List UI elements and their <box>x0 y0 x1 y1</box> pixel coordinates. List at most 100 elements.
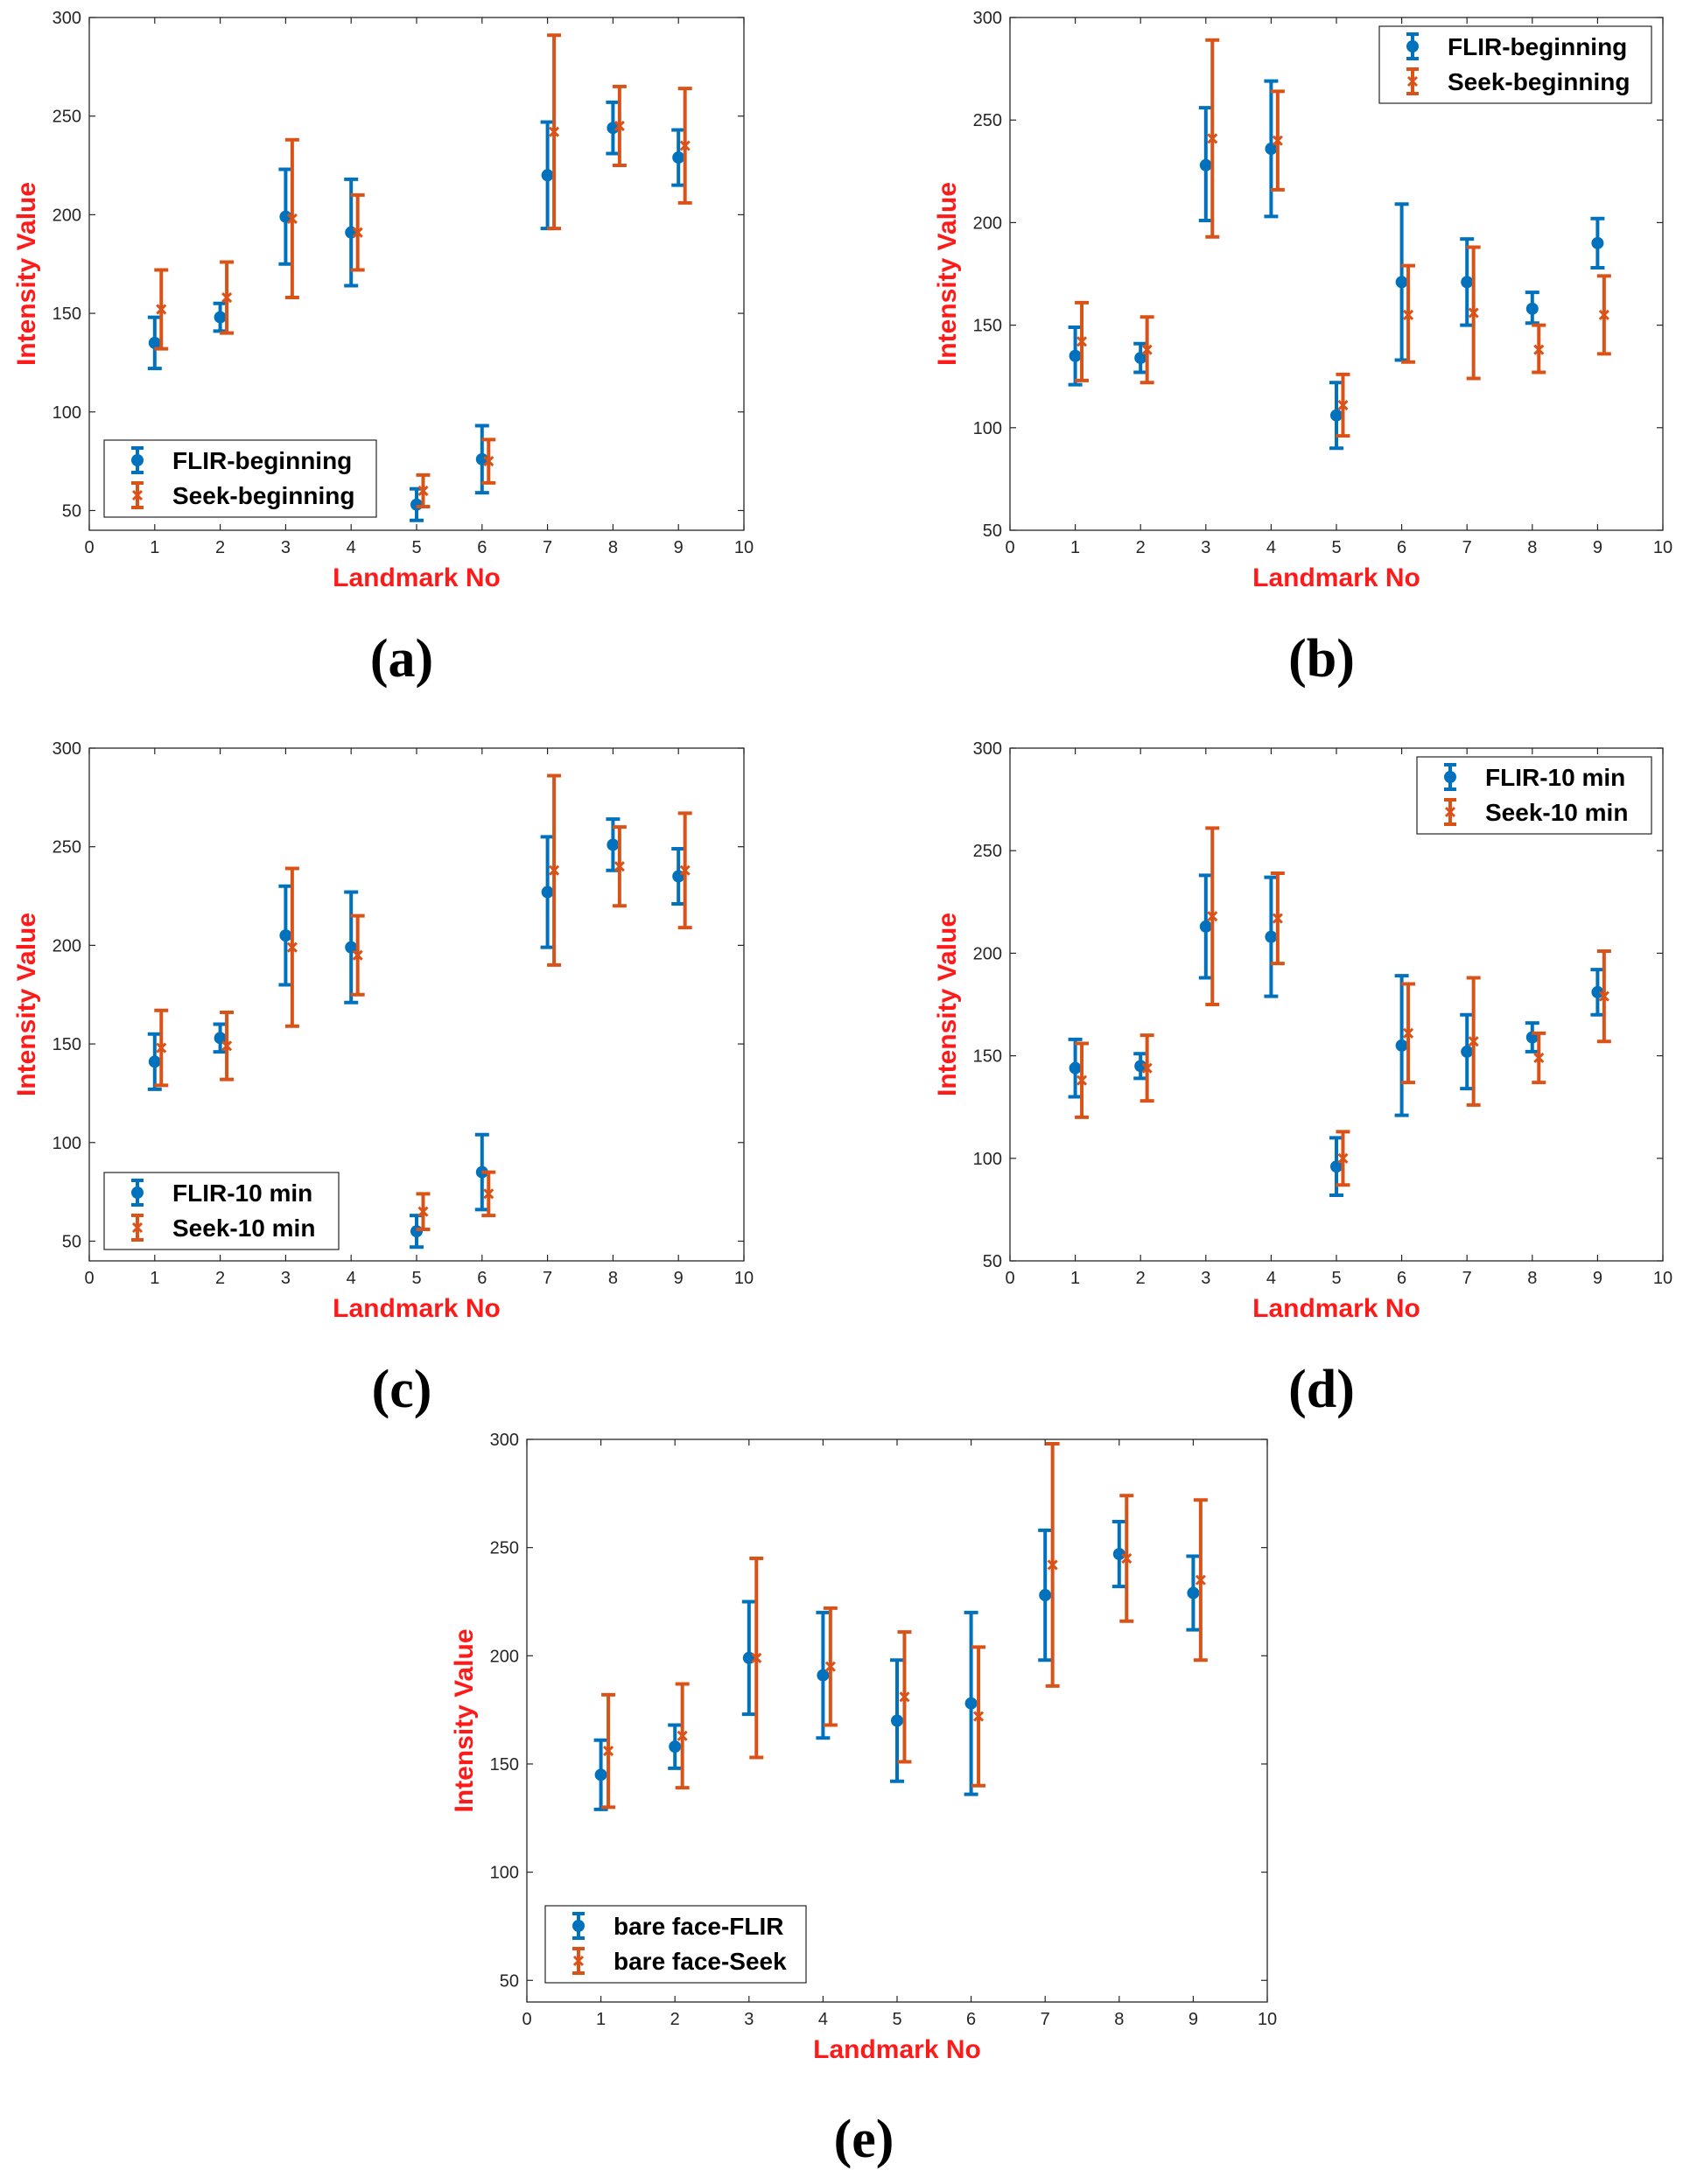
data-point <box>1461 1045 1474 1058</box>
x-axis-label: Landmark No <box>813 2035 981 2064</box>
x-tick-label: 9 <box>1189 2010 1198 2029</box>
x-tick-label: 1 <box>596 2010 606 2029</box>
x-axis-label: Landmark No <box>333 1294 501 1323</box>
data-point <box>614 120 625 132</box>
series-2 <box>154 33 692 508</box>
legend: FLIR-10 min Seek-10 min <box>103 1172 340 1250</box>
x-axis-label: Landmark No <box>1252 564 1420 592</box>
x-tick-label: 1 <box>1070 1269 1080 1288</box>
legend-label: FLIR-10 min <box>172 1180 312 1207</box>
legend: bare face-FLIR bare face-Seek <box>544 1905 807 1984</box>
data-point <box>1591 236 1604 249</box>
x-tick-label: 8 <box>608 538 618 557</box>
legend-label: FLIR-beginning <box>1448 33 1627 60</box>
x-tick-label: 3 <box>1201 1269 1210 1288</box>
y-axis-label: Intensity Value <box>12 913 41 1096</box>
y-tick-label: 300 <box>53 9 81 28</box>
x-tick-label: 5 <box>1331 538 1341 557</box>
x-tick-label: 3 <box>744 2010 754 2029</box>
data-point <box>417 1206 429 1217</box>
x-axis-label: Landmark No <box>333 564 501 592</box>
data-point <box>541 886 554 899</box>
x-tick-label: 6 <box>966 2010 976 2029</box>
x-tick-label: 10 <box>1258 2010 1277 2029</box>
x-tick-label: 7 <box>543 1269 552 1288</box>
data-point <box>891 1714 903 1727</box>
x-tick-label: 2 <box>670 2010 680 2029</box>
data-point <box>1330 409 1343 422</box>
x-tick-label: 0 <box>1005 538 1014 557</box>
data-point <box>221 1040 233 1052</box>
data-point <box>607 838 620 851</box>
data-point <box>417 485 429 496</box>
y-tick-label: 300 <box>973 9 1002 28</box>
x-tick-label: 7 <box>1462 1269 1472 1288</box>
y-tick-label: 100 <box>53 403 81 423</box>
legend-marker <box>572 1920 585 1932</box>
data-point <box>1141 344 1153 355</box>
x-tick-label: 1 <box>150 538 159 557</box>
legend-marker <box>131 1186 144 1199</box>
x-tick-label: 0 <box>84 538 94 557</box>
data-point <box>156 304 167 315</box>
x-tick-label: 2 <box>215 538 225 557</box>
data-point <box>1199 920 1212 933</box>
legend-label: Seek-10 min <box>172 1214 315 1242</box>
x-tick-label: 6 <box>477 538 487 557</box>
data-point <box>483 1188 494 1200</box>
y-tick-label: 300 <box>973 739 1002 759</box>
data-point <box>1076 336 1088 347</box>
data-point <box>899 1691 910 1703</box>
x-tick-label: 9 <box>674 1269 684 1288</box>
data-point <box>1591 985 1604 998</box>
y-tick-label: 200 <box>53 206 81 225</box>
data-point <box>286 213 298 224</box>
y-axis-label: Intensity Value <box>933 913 962 1096</box>
data-point <box>1525 302 1539 315</box>
x-tick-label: 10 <box>1653 1269 1672 1288</box>
chart-panel-1: 0 1 2 3 4 5 6 7 8 9 10 50 100 150 200 250 300 Landmark No… <box>12 9 754 689</box>
data-point <box>1395 1039 1408 1052</box>
x-tick-label: 8 <box>608 1269 618 1288</box>
data-point <box>345 226 358 239</box>
data-point <box>1265 930 1278 943</box>
legend-marker <box>1444 771 1456 783</box>
panel-label: (e) <box>834 2110 894 2169</box>
x-tick-label: 1 <box>1070 538 1080 557</box>
legend: FLIR-10 min Seek-10 min <box>1416 756 1652 835</box>
data-point <box>1461 276 1474 289</box>
y-tick-label: 200 <box>973 214 1002 233</box>
y-tick-label: 150 <box>53 1035 81 1054</box>
x-tick-label: 5 <box>411 1269 421 1288</box>
y-tick-label: 50 <box>500 1971 519 1991</box>
data-point <box>148 1055 161 1068</box>
data-point <box>1337 1152 1349 1164</box>
legend-label: FLIR-10 min <box>1485 764 1625 791</box>
y-tick-label: 250 <box>973 842 1002 861</box>
x-tick-label: 0 <box>1005 1269 1014 1288</box>
data-point <box>1533 344 1545 355</box>
legend: FLIR-beginning Seek-beginning <box>1378 25 1652 104</box>
legend-box <box>1416 756 1652 835</box>
panel-label: (d) <box>1288 1360 1355 1419</box>
legend-marker <box>131 1222 144 1234</box>
data-point <box>286 942 298 953</box>
x-tick-label: 8 <box>1527 1269 1537 1288</box>
legend-box <box>544 1905 807 1984</box>
data-point <box>1039 1589 1052 1602</box>
data-point <box>549 126 560 137</box>
legend-box <box>1378 25 1652 104</box>
data-point <box>972 1711 985 1722</box>
y-tick-label: 50 <box>983 522 1002 541</box>
x-tick-label: 7 <box>1041 2010 1050 2029</box>
data-point <box>677 1730 688 1741</box>
data-point <box>1199 158 1212 172</box>
data-point <box>1112 1548 1125 1561</box>
x-tick-label: 9 <box>1593 538 1602 557</box>
y-axis-label: Intensity Value <box>450 1628 479 1812</box>
data-point <box>1207 911 1218 922</box>
data-point <box>669 1740 682 1754</box>
legend-marker <box>1406 75 1419 88</box>
data-point <box>1121 1552 1133 1564</box>
